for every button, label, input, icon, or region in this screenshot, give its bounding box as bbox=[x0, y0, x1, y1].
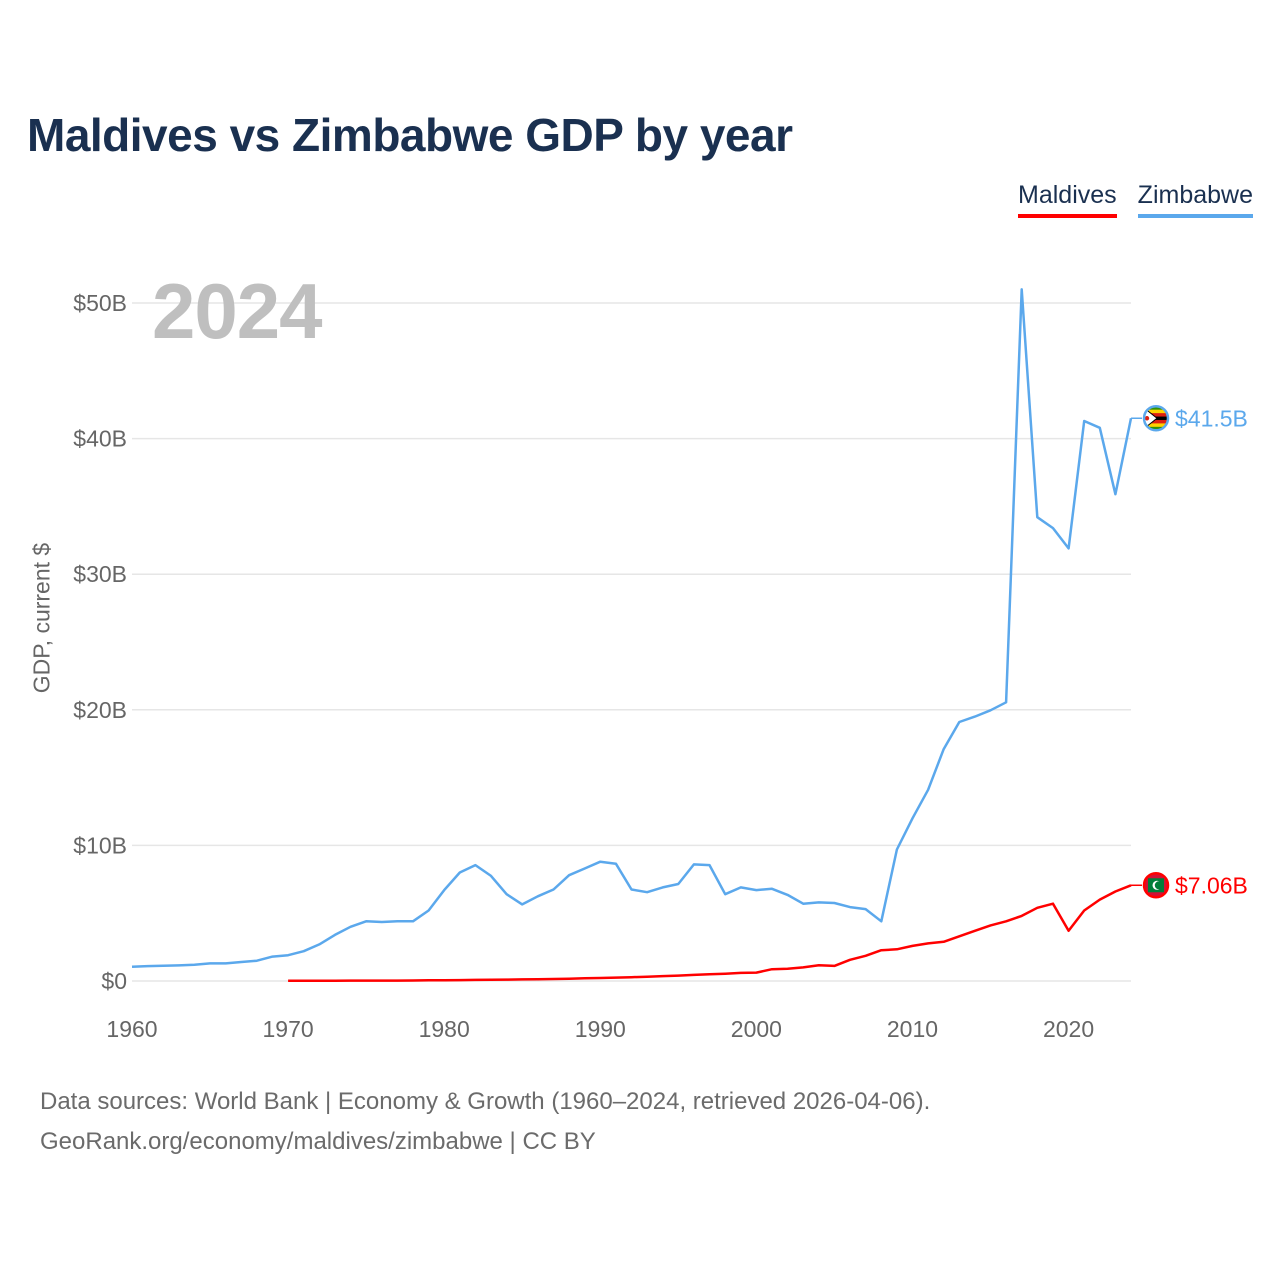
x-tick-label: 1970 bbox=[263, 1016, 314, 1042]
end-label-zimbabwe: $41.5B bbox=[1175, 405, 1248, 431]
series-line-zimbabwe bbox=[131, 288, 1133, 969]
gridlines bbox=[132, 302, 1131, 982]
y-axis-ticks: $0 $10B $20B $30B $40B $50B bbox=[73, 290, 127, 994]
chart-title: Maldives vs Zimbabwe GDP by year bbox=[27, 109, 793, 161]
x-tick-label: 2010 bbox=[887, 1016, 938, 1042]
legend: Maldives Zimbabwe bbox=[1018, 180, 1253, 218]
source-line-2: GeoRank.org/economy/maldives/zimbabwe | … bbox=[40, 1128, 596, 1155]
x-tick-label: 1960 bbox=[106, 1016, 157, 1042]
series-end-markers: $41.5B $7.06B bbox=[1131, 405, 1248, 899]
source-line-1: Data sources: World Bank | Economy & Gro… bbox=[40, 1088, 931, 1115]
y-tick-label: $50B bbox=[73, 290, 127, 316]
x-tick-label: 2020 bbox=[1043, 1016, 1094, 1042]
y-axis-title: GDP, current $ bbox=[28, 542, 55, 694]
maldives-flag-icon bbox=[1142, 872, 1170, 899]
legend-item-maldives[interactable]: Maldives bbox=[1018, 180, 1117, 218]
series-lines bbox=[131, 288, 1133, 982]
y-tick-label: $30B bbox=[73, 561, 127, 587]
year-watermark: 2024 bbox=[152, 267, 323, 355]
x-tick-label: 1980 bbox=[419, 1016, 470, 1042]
series-line-maldives bbox=[288, 884, 1132, 982]
y-tick-label: $20B bbox=[73, 697, 127, 723]
source-note: Data sources: World Bank | Economy & Gro… bbox=[40, 1082, 930, 1162]
legend-item-zimbabwe[interactable]: Zimbabwe bbox=[1137, 180, 1253, 218]
x-tick-label: 2000 bbox=[731, 1016, 782, 1042]
x-axis-ticks: 1960 1970 1980 1990 2000 2010 2020 bbox=[106, 1016, 1094, 1042]
y-tick-label: $0 bbox=[101, 968, 127, 994]
end-label-maldives: $7.06B bbox=[1175, 872, 1248, 898]
y-tick-label: $10B bbox=[73, 832, 127, 858]
zimbabwe-flag-icon bbox=[1142, 405, 1170, 432]
y-tick-label: $40B bbox=[73, 426, 127, 452]
x-tick-label: 1990 bbox=[575, 1016, 626, 1042]
